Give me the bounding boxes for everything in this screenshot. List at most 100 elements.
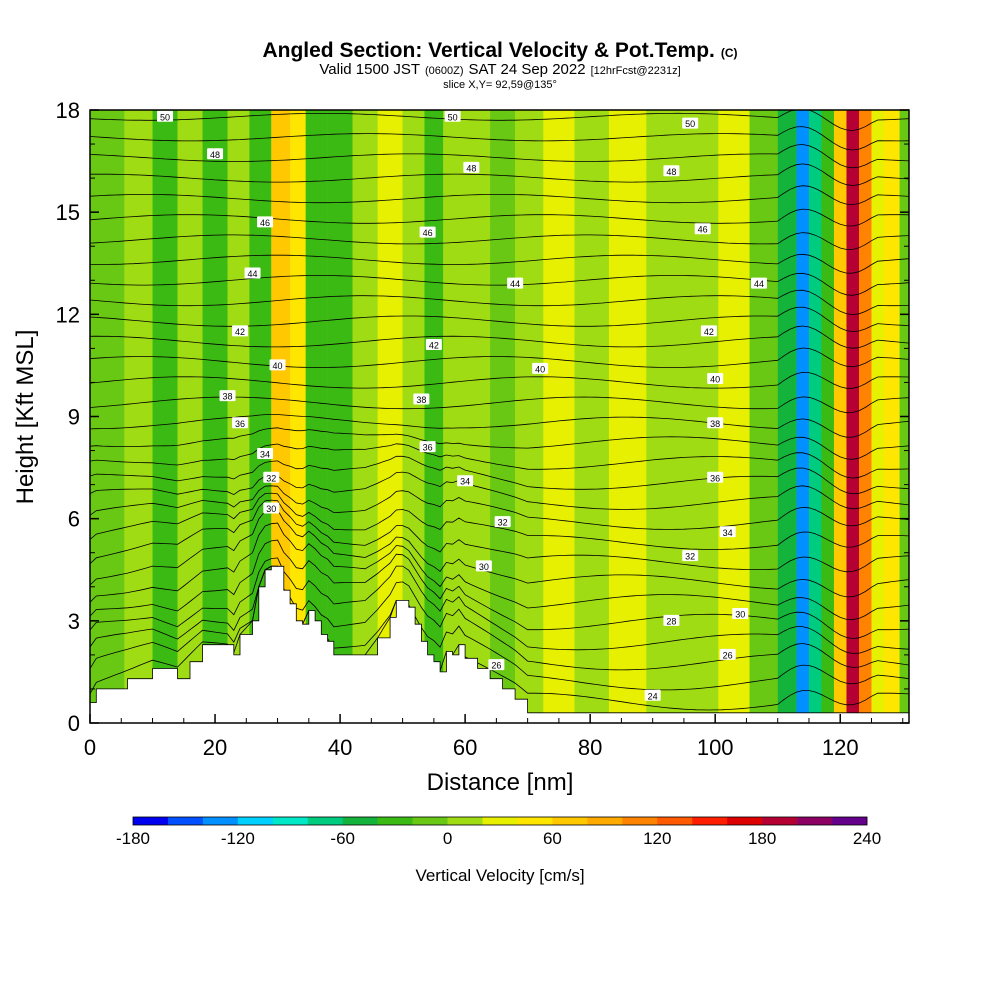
isentrope-label-bg xyxy=(663,165,680,177)
isentrope-label: 34 xyxy=(257,447,274,459)
isentrope-label-bg xyxy=(157,110,174,122)
velocity-band xyxy=(152,110,178,723)
x-tick-label: 20 xyxy=(203,735,227,760)
isentrope-lines xyxy=(89,109,910,711)
velocity-band xyxy=(871,110,884,723)
isentrope-label: 44 xyxy=(750,277,767,289)
isentrope-line xyxy=(89,455,910,495)
isentrope-label: 26 xyxy=(488,659,505,671)
velocity-band xyxy=(749,110,778,723)
isentrope-label-bg xyxy=(263,471,280,483)
isentrope-label: 38 xyxy=(707,417,724,429)
isentrope-label-text: 40 xyxy=(273,361,283,371)
subtitle-valid: Valid 1500 JST xyxy=(319,61,420,78)
velocity-band xyxy=(883,110,900,723)
isentrope-label: 40 xyxy=(707,373,724,385)
isentrope-label: 26 xyxy=(719,648,736,660)
isentrope-label: 32 xyxy=(263,471,280,483)
isentrope-label-text: 48 xyxy=(466,163,476,173)
isentrope-line xyxy=(89,325,910,349)
isentrope-line xyxy=(89,443,910,479)
isentrope-line xyxy=(89,427,910,460)
isentrope-label: 32 xyxy=(494,516,511,528)
isentrope-line xyxy=(89,347,910,368)
colorbar-swatch xyxy=(377,817,413,825)
terrain xyxy=(89,565,910,724)
isentrope-label-text: 40 xyxy=(535,364,545,374)
colorbar-tick-label: 180 xyxy=(748,829,776,848)
isentrope-label-text: 42 xyxy=(235,327,245,337)
x-tick-label: 100 xyxy=(697,735,734,760)
isentrope-label-text: 30 xyxy=(479,562,489,572)
isentrope-label-bg xyxy=(707,417,724,429)
velocity-band xyxy=(574,110,609,723)
isentrope-label-bg xyxy=(219,390,236,402)
y-axis-label: Height [Kft MSL] xyxy=(12,330,39,505)
isentrope-label-text: 50 xyxy=(448,112,458,122)
subtitle-forecast: [12hrFcst@2231z] xyxy=(591,65,681,77)
chart-subtitle: Valid 1500 JST (0600Z) SAT 24 Sep 2022 [12h… xyxy=(319,61,680,78)
isentrope-label-bg xyxy=(444,110,461,122)
y-tick-label: 3 xyxy=(68,609,80,634)
colorbar-frame xyxy=(132,816,868,826)
isentrope-label: 50 xyxy=(682,117,699,129)
slice-label: slice X,Y= 92,59@135° xyxy=(443,79,557,91)
velocity-band xyxy=(846,110,859,723)
x-tick-label: 40 xyxy=(328,735,352,760)
isentrope-label-text: 30 xyxy=(735,610,745,620)
velocity-band xyxy=(821,110,834,723)
isentrope-line xyxy=(89,565,910,671)
velocity-band xyxy=(858,110,872,723)
velocity-band xyxy=(177,110,203,723)
isentrope-label-bg xyxy=(419,441,436,453)
isentrope-label-text: 38 xyxy=(223,392,233,402)
isentrope-label-bg xyxy=(488,659,505,671)
isentrope-label: 42 xyxy=(232,325,249,337)
y-tick-label: 15 xyxy=(56,200,80,225)
colorbar-swatch xyxy=(692,817,728,825)
isentrope-label-text: 34 xyxy=(723,528,733,538)
isentrope-label-bg xyxy=(232,417,249,429)
isentrope-label: 24 xyxy=(644,689,661,701)
colorbar-tick-label: 240 xyxy=(853,829,881,848)
y-tick-label: 0 xyxy=(68,711,80,736)
isentrope-label-bg xyxy=(475,560,492,572)
isentrope-label: 28 xyxy=(663,614,680,626)
x-axis: 0 20 40 60 80 100 120 xyxy=(84,714,904,760)
isentrope-line xyxy=(89,471,910,510)
isentrope-label-text: 34 xyxy=(460,477,470,487)
velocity-band xyxy=(646,110,684,723)
isentrope-line xyxy=(89,539,910,639)
isentrope-line xyxy=(89,371,910,389)
velocity-band xyxy=(718,110,750,723)
isentrope-line xyxy=(90,163,910,186)
isentrope-label-bg xyxy=(257,216,274,228)
isentrope-label-text: 26 xyxy=(723,650,733,660)
isentrope-label: 48 xyxy=(663,165,680,177)
colorbar-tick-label: 0 xyxy=(443,829,452,848)
colorbar: -180 -120 -60 0 60 120 180 240 xyxy=(116,816,881,848)
isentrope-line xyxy=(89,565,910,691)
isentrope-label: 50 xyxy=(157,110,174,122)
isentrope-label-text: 38 xyxy=(710,419,720,429)
x-tick-label: 120 xyxy=(822,735,859,760)
isentrope-label: 36 xyxy=(707,471,724,483)
colorbar-swatch xyxy=(517,817,553,825)
isentrope-line xyxy=(89,185,910,206)
isentrope-label-bg xyxy=(532,362,549,374)
x-tick-label: 80 xyxy=(578,735,602,760)
isentrope-label-text: 42 xyxy=(704,327,714,337)
isentrope-label: 40 xyxy=(532,362,549,374)
isentrope-line xyxy=(89,414,910,438)
isentrope-label-text: 32 xyxy=(266,473,276,483)
isentrope-label: 30 xyxy=(475,560,492,572)
isentrope-label-text: 48 xyxy=(210,150,220,160)
isentrope-label: 48 xyxy=(463,161,480,173)
isentrope-label: 40 xyxy=(269,359,286,371)
isentrope-line xyxy=(89,492,910,550)
isentrope-label: 32 xyxy=(682,550,699,562)
isentrope-label-bg xyxy=(419,226,436,238)
subtitle-utc: (0600Z) xyxy=(425,65,464,77)
velocity-band xyxy=(352,110,378,723)
colorbar-swatch xyxy=(272,817,309,825)
